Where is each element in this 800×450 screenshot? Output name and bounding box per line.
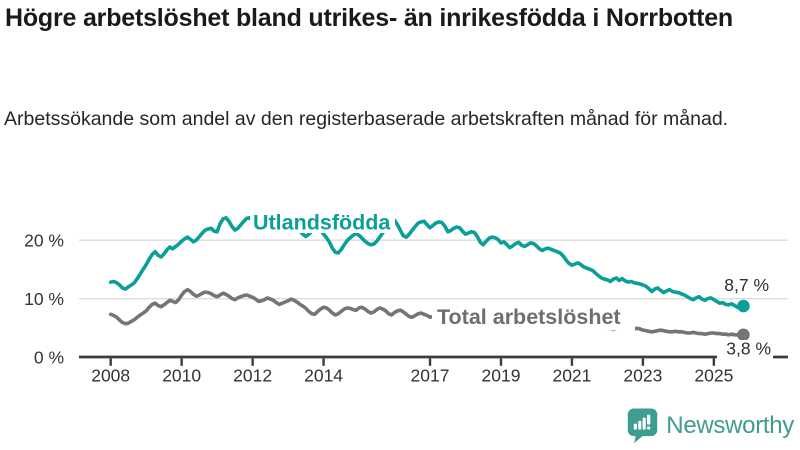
page-subtitle: Arbetssökande som andel av den registerb… — [4, 108, 729, 130]
x-tick-label-2012: 2012 — [233, 366, 272, 386]
page-title: Högre arbetslöshet bland utrikes- än inr… — [5, 4, 733, 32]
y-tick-label-20: 20 % — [24, 231, 64, 251]
x-tick-label-2017: 2017 — [411, 366, 450, 386]
series-end-dot-0 — [737, 299, 750, 313]
bar-1 — [634, 423, 638, 430]
newsworthy-icon — [628, 408, 658, 443]
series-label-halo-total — [432, 303, 635, 331]
x-tick-label-2010: 2010 — [162, 366, 201, 386]
series-label-total: Total arbetslöshet — [437, 305, 621, 329]
series-line-1 — [108, 287, 746, 338]
series-end-dots — [737, 299, 750, 342]
x-tick-label-2014: 2014 — [304, 366, 343, 386]
exclamation-bar — [647, 414, 651, 425]
series-lines — [108, 216, 746, 338]
series-label-halo-utlandsfodda — [250, 210, 395, 233]
y-tick-label-0: 0 % — [34, 348, 64, 368]
series-end-dot-1 — [737, 328, 750, 342]
series-label-utlandsfodda: Utlandsfödda — [253, 211, 391, 235]
newsworthy-wordmark: Newsworthy — [666, 411, 794, 439]
newsworthy-logo: Newsworthy — [627, 408, 794, 443]
y-tick-label-10: 10 % — [24, 289, 64, 309]
x-tick-label-2023: 2023 — [623, 366, 662, 386]
x-tick-label-2021: 2021 — [552, 366, 591, 386]
speech-bubble-shape — [628, 408, 658, 443]
end-value-halo-total — [717, 340, 773, 359]
x-tick-label-2008: 2008 — [91, 366, 130, 386]
x-tick-label-2025: 2025 — [694, 366, 733, 386]
bar-3 — [642, 417, 647, 430]
exclamation-dot — [647, 426, 651, 430]
series-line-0 — [108, 216, 746, 310]
bar-2 — [638, 420, 642, 430]
x-axis-ticks: 2008 2010 2012 2014 2017 2019 2021 2023 2025 — [91, 358, 733, 386]
end-value-label-utlandsfodda: 8,7 % — [724, 275, 769, 295]
x-tick-label-2019: 2019 — [482, 366, 521, 386]
end-value-label-total: 3,8 % — [726, 339, 771, 359]
